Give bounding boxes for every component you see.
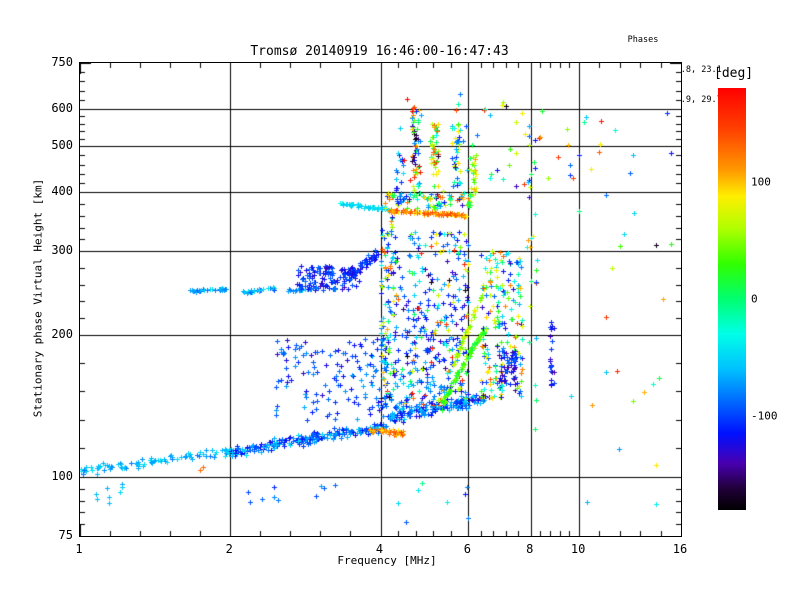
y-tick-label: 600	[51, 100, 73, 115]
scatter-canvas	[80, 63, 681, 536]
y-tick-label: 750	[51, 55, 73, 69]
y-axis-title: Stationary phase Virtual Height [km]	[31, 178, 45, 418]
colorbar	[718, 88, 746, 510]
phase-stats-header: Phases	[627, 35, 659, 45]
plot-title: Tromsø 20140919 16:46:00-16:47:43	[250, 44, 509, 59]
y-tick-label: 300	[51, 243, 73, 258]
y-tick-label: 200	[51, 326, 73, 341]
colorbar-tick-label: 0	[751, 292, 758, 306]
y-tick-label: 500	[51, 138, 73, 153]
colorbar-title: [deg]	[714, 66, 754, 81]
x-axis-title: Frequency [MHz]	[337, 554, 437, 567]
x-tick-label: 16	[672, 542, 688, 556]
x-tick-label: 1	[75, 542, 83, 556]
x-tick-label: 6	[463, 542, 472, 556]
colorbar-tick-label: -100	[751, 409, 778, 423]
colorbar-tick-label: 100	[751, 175, 771, 189]
x-tick-label: 8	[526, 542, 534, 556]
x-tick-label: 4	[375, 542, 384, 556]
x-tick-label: 10	[570, 542, 586, 556]
y-tick-label: 100	[51, 468, 73, 483]
plot-area	[79, 62, 682, 537]
y-tick-label: 400	[51, 184, 73, 199]
x-tick-label: 2	[225, 542, 233, 556]
y-tick-label: 75	[58, 528, 73, 542]
